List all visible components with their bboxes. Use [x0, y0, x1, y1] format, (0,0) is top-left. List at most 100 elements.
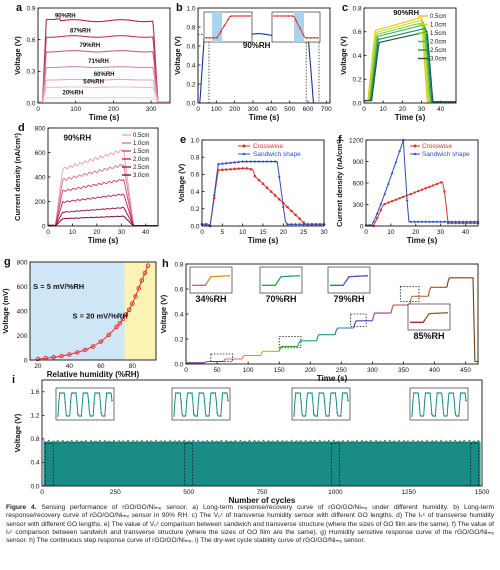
- x-tick-label: 300: [248, 106, 259, 113]
- y-axis-label: Voltage (V): [13, 36, 22, 75]
- series-line-79%RH: [38, 50, 170, 104]
- inset-point: [461, 392, 464, 394]
- data-point-crosswise: [221, 168, 224, 172]
- series-line-2.0cm: [48, 193, 158, 227]
- x-axis-label: Number of cycles: [229, 496, 296, 505]
- data-point-sandwich: [294, 222, 298, 226]
- data-point: [139, 278, 145, 283]
- inset-point: [207, 415, 209, 417]
- data-point-sandwich: [212, 193, 216, 197]
- data-point-sandwich: [457, 220, 461, 223]
- data-point-sandwich: [461, 220, 465, 223]
- x-tick-label: 20: [34, 363, 42, 370]
- inset-point: [69, 401, 72, 403]
- step-segment: [185, 362, 205, 364]
- zoom-box: [399, 286, 420, 302]
- inset-point: [340, 415, 342, 417]
- y-tick-label: 400: [17, 308, 28, 315]
- data-point-sandwich: [245, 159, 249, 163]
- data-point: [136, 286, 141, 291]
- inset-point: [180, 401, 182, 404]
- inset-point: [429, 392, 431, 394]
- data-point-sandwich: [416, 220, 420, 223]
- data-point-crosswise: [269, 190, 273, 193]
- inset-point: [343, 392, 346, 394]
- inset-line: [424, 312, 448, 320]
- inset-point: [60, 392, 63, 394]
- inset-point: [93, 402, 95, 405]
- inset-label: 34%RH: [195, 294, 226, 304]
- inset-point: [284, 15, 286, 17]
- step-segment: [409, 295, 429, 306]
- inset-line: [276, 275, 300, 283]
- inset-point: [184, 415, 186, 417]
- x-axis-label: Time (s): [395, 113, 426, 122]
- inset-point: [416, 392, 419, 394]
- inset-point: [189, 392, 191, 394]
- x-tick-label: 20: [280, 229, 288, 236]
- inset-point: [211, 392, 213, 394]
- data-point: [106, 332, 111, 338]
- region-low-humidity: [30, 262, 125, 360]
- x-tick-label: 0: [40, 489, 44, 496]
- data-point-crosswise: [376, 216, 379, 220]
- legend-label: 2.0cm: [430, 40, 446, 46]
- y-tick-label: 0.2: [186, 81, 195, 88]
- data-point-sandwich: [413, 220, 416, 223]
- inset-point: [187, 392, 190, 394]
- inset-point: [104, 415, 106, 417]
- inset-point: [320, 392, 322, 394]
- data-point-sandwich: [387, 182, 390, 185]
- y-tick-label: 0.4: [174, 311, 183, 318]
- plot-frame: [197, 7, 331, 104]
- x-tick-label: 40: [142, 229, 150, 236]
- data-point-crosswise: [277, 198, 281, 201]
- series-label: 79%RH: [79, 43, 100, 49]
- step-segment: [353, 320, 373, 329]
- data-point-crosswise: [379, 208, 383, 212]
- legend-label: 1.5cm: [430, 31, 446, 37]
- data-point-crosswise: [282, 201, 285, 205]
- inset-point: [293, 415, 295, 417]
- inset-point: [438, 392, 440, 394]
- x-tick-label: 100: [70, 106, 81, 113]
- panel-i: 0 250 500 750 1000 1250 1500 0.0 0.4 0.8 1.2 1.6 Num…: [12, 374, 490, 505]
- data-point-sandwich: [428, 220, 431, 223]
- inset-point: [445, 415, 448, 417]
- inset-point: [194, 415, 197, 417]
- legend-label: 0.5cm: [430, 14, 446, 20]
- inset-point: [249, 15, 251, 17]
- y-tick-label: 1.0: [186, 5, 195, 12]
- data-point-sandwich: [379, 202, 383, 205]
- data-point-sandwich: [314, 222, 318, 226]
- inset-line: [330, 282, 346, 286]
- inset-point: [280, 15, 283, 17]
- y-axis-label: Voltage (mV): [1, 288, 10, 334]
- step-segment: [315, 334, 336, 341]
- inset-point: [336, 412, 339, 414]
- data-point-crosswise: [383, 202, 386, 206]
- x-tick-label: 5: [221, 229, 225, 236]
- plot-frame: [363, 7, 457, 104]
- data-point-sandwich: [390, 171, 394, 174]
- inset-point: [89, 415, 92, 417]
- inset-point: [458, 415, 460, 417]
- step-segment: [465, 277, 478, 363]
- data-point-crosswise: [394, 198, 398, 201]
- inset-point: [295, 19, 297, 22]
- legend-label: 2.0cm: [133, 157, 149, 163]
- data-point-crosswise: [253, 174, 257, 178]
- data-point-sandwich: [265, 159, 269, 163]
- x-tick-label: 25: [300, 229, 308, 236]
- data-point-crosswise: [225, 168, 228, 171]
- inset-point: [219, 30, 222, 33]
- region-high-humidity: [124, 262, 156, 360]
- data-point-sandwich: [249, 159, 253, 163]
- data-point-sandwich: [253, 159, 257, 163]
- legend-label: 2.5cm: [430, 48, 446, 54]
- x-tick-label: 20: [412, 229, 420, 236]
- inset-point: [456, 415, 458, 417]
- inset-point: [465, 399, 467, 402]
- inset-point: [208, 36, 211, 39]
- y-tick-label: 0.8: [352, 5, 361, 12]
